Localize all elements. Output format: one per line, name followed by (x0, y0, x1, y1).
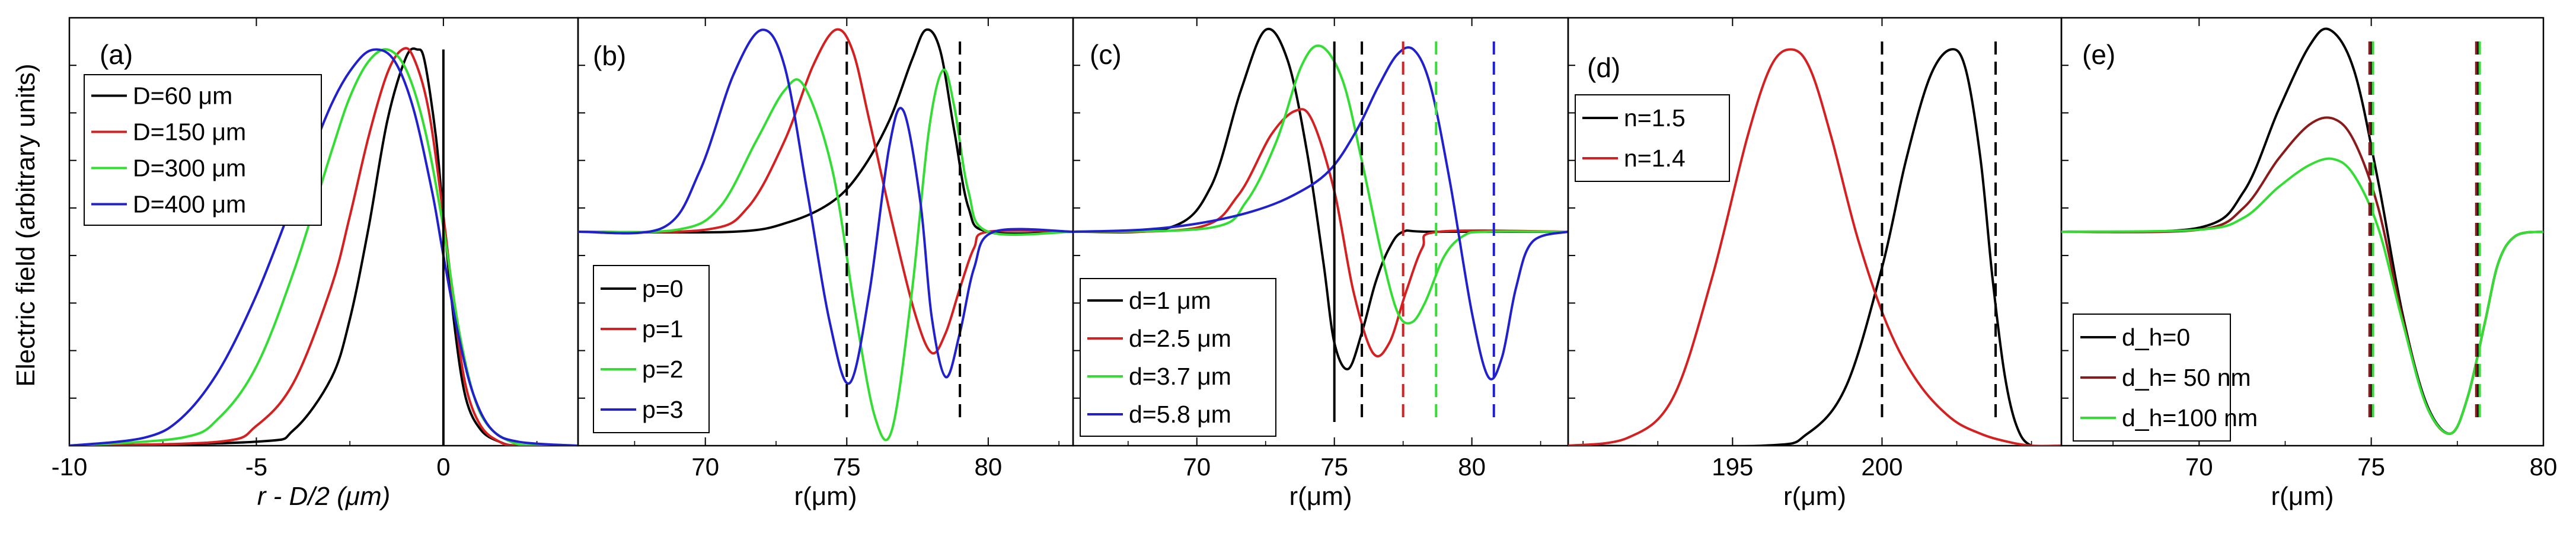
x-tick-label: 80 (974, 453, 1002, 481)
x-tick-label: 195 (1712, 453, 1753, 481)
x-tick-label: 75 (833, 453, 861, 481)
x-tick-label: -10 (52, 453, 88, 481)
panel-label: (e) (2082, 39, 2115, 70)
x-tick-label: 80 (2530, 453, 2558, 481)
legend-label-0: D=60 μm (133, 82, 232, 110)
series-line-2 (1073, 44, 1568, 325)
panel-label: (b) (593, 40, 626, 71)
series-line-0 (578, 28, 1073, 235)
panel-d: 195 200 r(μm) (d)n=1.5 n=1.4 (1567, 17, 2063, 511)
panel-a: -10 -5 0 r - D/2 (μm) (a)D=60 μm D=150 μm D=30… (52, 17, 579, 511)
series-line-1 (578, 28, 1073, 355)
x-axis-title: r(μm) (2271, 482, 2334, 511)
legend-label-2: p=2 (642, 356, 684, 383)
legend-label-0: d_h=0 (2122, 324, 2190, 351)
x-tick-label: 0 (436, 453, 450, 481)
legend-label-0: d=1 μm (1129, 287, 1211, 314)
legend-label-3: d=5.8 μm (1129, 401, 1231, 428)
legend-box (593, 265, 710, 433)
x-axis-title: r(μm) (1783, 482, 1846, 511)
x-tick-label: 80 (1458, 453, 1486, 481)
series-line-3 (69, 48, 578, 446)
panel-c: 70 75 80 r(μm) (c) d=1 μm d=2.5 μm d=3.7 μm d=5.… (1072, 17, 1569, 511)
figure-ylabel: Electric field (arbitrary units) (11, 63, 40, 386)
panel-label: (a) (100, 39, 133, 70)
series-line-1 (1073, 108, 1568, 358)
series-line-1 (1568, 48, 2061, 446)
legend-label-1: n=1.4 (1624, 145, 1686, 172)
panel-b: 70 75 80 r(μm) (b) p=0 p=1 p=2 p=3 (577, 17, 1074, 511)
legend-box (1575, 94, 1730, 182)
series-line-2 (2061, 157, 2543, 435)
x-tick-label: 75 (2357, 453, 2385, 481)
legend-box (1080, 278, 1276, 437)
series-line-0 (1073, 27, 1568, 370)
legend-label-0: p=0 (642, 275, 684, 302)
x-tick-label: 70 (691, 453, 719, 481)
legend-label-3: D=400 μm (133, 191, 246, 218)
series-line-3 (578, 28, 1073, 385)
legend-label-2: d_h=100 nm (2122, 404, 2258, 431)
legend-label-1: d=2.5 μm (1129, 325, 1231, 352)
x-tick-label: 200 (1861, 453, 1903, 481)
legend-label-2: D=300 μm (133, 155, 246, 182)
panel-label: (c) (1090, 39, 1122, 70)
series-line-0 (1568, 48, 2061, 446)
legend-label-3: p=3 (642, 396, 684, 423)
panel-label: (d) (1587, 52, 1620, 83)
legend-label-2: d=3.7 μm (1129, 363, 1231, 390)
series-line-0 (69, 47, 578, 446)
x-tick-label: 70 (1183, 453, 1211, 481)
x-axis-title: r - D/2 (μm) (257, 482, 391, 511)
legend-label-0: n=1.5 (1624, 104, 1686, 132)
legend-label-1: d_h= 50 nm (2122, 364, 2251, 391)
panel-e: 70 75 80 r(μm) (e) d_h=0 d_h= 50 nm d_h=100 nm (2060, 17, 2558, 511)
series-line-1 (69, 47, 578, 446)
x-tick-label: -5 (245, 453, 267, 481)
series-line-2 (578, 68, 1073, 442)
legend-label-1: D=150 μm (133, 119, 246, 146)
legend-box (84, 74, 322, 226)
x-tick-label: 75 (1320, 453, 1348, 481)
legend-label-1: p=1 (642, 315, 684, 343)
x-axis-title: r(μm) (794, 482, 857, 511)
x-tick-label: 70 (2185, 453, 2213, 481)
series-line-3 (1073, 46, 1568, 380)
x-axis-title: r(μm) (1289, 482, 1352, 511)
